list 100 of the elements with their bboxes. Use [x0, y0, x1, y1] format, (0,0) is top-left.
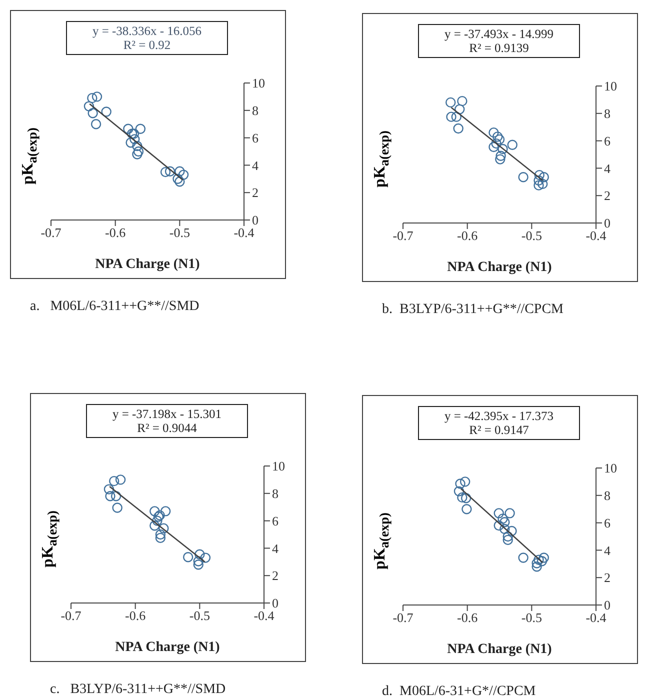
- y-tick-label: 4: [604, 160, 611, 176]
- point: [109, 476, 120, 486]
- point: [178, 170, 189, 180]
- y-tick-label: 6: [272, 513, 279, 528]
- text: b. B3LYP/6-311++G**//CPCM: [382, 302, 565, 318]
- y-tick-label: 0: [252, 212, 258, 228]
- point: [504, 508, 515, 518]
- point: [488, 127, 499, 138]
- point: [455, 478, 466, 489]
- x-tick-label: -0.5: [521, 610, 542, 626]
- y-tick-label: 2: [272, 568, 278, 584]
- x-tick-label: -0.7: [60, 608, 82, 624]
- y-tick-label: 0: [272, 596, 278, 611]
- point: [193, 556, 204, 566]
- x-tick-label: -0.5: [521, 228, 542, 244]
- point: [534, 175, 544, 186]
- point: [133, 146, 144, 157]
- point: [536, 556, 548, 566]
- point: [534, 170, 544, 180]
- point: [172, 174, 183, 184]
- y-tick-label: 4: [272, 540, 279, 556]
- point: [498, 514, 508, 524]
- point: [135, 124, 146, 134]
- text: R² = 0.9044: [136, 421, 198, 435]
- point: [500, 524, 510, 534]
- y-tick-label: 4: [252, 158, 259, 173]
- point: [193, 560, 204, 570]
- point: [506, 526, 517, 536]
- point: [90, 119, 102, 130]
- point: [164, 166, 176, 176]
- point: [532, 562, 542, 572]
- point: [534, 554, 544, 565]
- x-tick-label: -0.5: [169, 225, 190, 240]
- point: [110, 491, 122, 502]
- text: R² = 0.92: [122, 38, 172, 52]
- point: [160, 166, 171, 178]
- point: [88, 108, 98, 118]
- point: [174, 166, 185, 176]
- point: [132, 140, 142, 152]
- point: [500, 517, 510, 528]
- point: [518, 172, 528, 182]
- text: d. M06L/6-31+G*//CPCM: [382, 684, 537, 698]
- point: [534, 180, 544, 190]
- point: [92, 92, 102, 102]
- point: [494, 520, 504, 531]
- y-tick-label: 2: [604, 570, 610, 586]
- point: [538, 172, 549, 182]
- x-tick-label: -0.5: [189, 608, 210, 624]
- text: a. M06L/6-311++G**//SMD: [30, 299, 200, 315]
- point: [150, 506, 160, 516]
- text: c. B3LYP/6-311++G**//SMD: [50, 682, 227, 698]
- x-tick-label: -0.4: [586, 610, 607, 626]
- point: [502, 534, 513, 546]
- point: [152, 516, 162, 526]
- y-tick-label: 4: [604, 542, 611, 558]
- y-tick-label: 8: [604, 106, 610, 122]
- point: [112, 502, 122, 513]
- point: [123, 124, 134, 134]
- point: [498, 144, 508, 154]
- point: [87, 92, 98, 104]
- point: [200, 552, 211, 563]
- text: R² = 0.9147: [468, 423, 530, 437]
- point: [494, 508, 504, 518]
- y-tick-label: 10: [604, 78, 617, 94]
- point: [462, 504, 472, 514]
- text: y = -37.198x - 15.301: [111, 407, 223, 421]
- x-tick-label: -0.6: [105, 225, 126, 240]
- point: [155, 532, 166, 544]
- point: [532, 558, 542, 568]
- x-tick-label: -0.7: [392, 228, 414, 244]
- x-axis-title: NPA Charge (N1): [115, 640, 220, 655]
- point: [453, 123, 464, 134]
- x-tick-label: -0.7: [40, 225, 62, 240]
- point: [491, 138, 502, 149]
- point: [538, 552, 549, 563]
- x-tick-label: -0.4: [586, 228, 607, 244]
- y-tick-label: 2: [604, 188, 610, 204]
- x-tick-label: -0.7: [392, 610, 414, 626]
- point: [194, 549, 205, 560]
- x-tick-label: -0.6: [125, 608, 146, 624]
- point: [502, 531, 513, 542]
- point: [492, 132, 503, 142]
- y-tick-label: 6: [604, 133, 611, 148]
- x-tick-label: -0.4: [234, 225, 255, 240]
- point: [518, 552, 528, 563]
- point: [538, 178, 548, 190]
- point: [132, 149, 142, 160]
- x-tick-label: -0.6: [457, 228, 478, 244]
- point: [454, 104, 465, 114]
- point: [101, 106, 112, 117]
- text: y = -38.336x - 16.056: [91, 24, 203, 38]
- point: [182, 552, 194, 562]
- point: [495, 154, 506, 164]
- point: [457, 492, 468, 503]
- point: [105, 491, 116, 502]
- point: [460, 493, 472, 504]
- y-tick-label: 2: [252, 185, 258, 200]
- point: [126, 137, 136, 148]
- x-axis-title: NPA Charge (N1): [95, 257, 200, 272]
- point: [155, 529, 166, 540]
